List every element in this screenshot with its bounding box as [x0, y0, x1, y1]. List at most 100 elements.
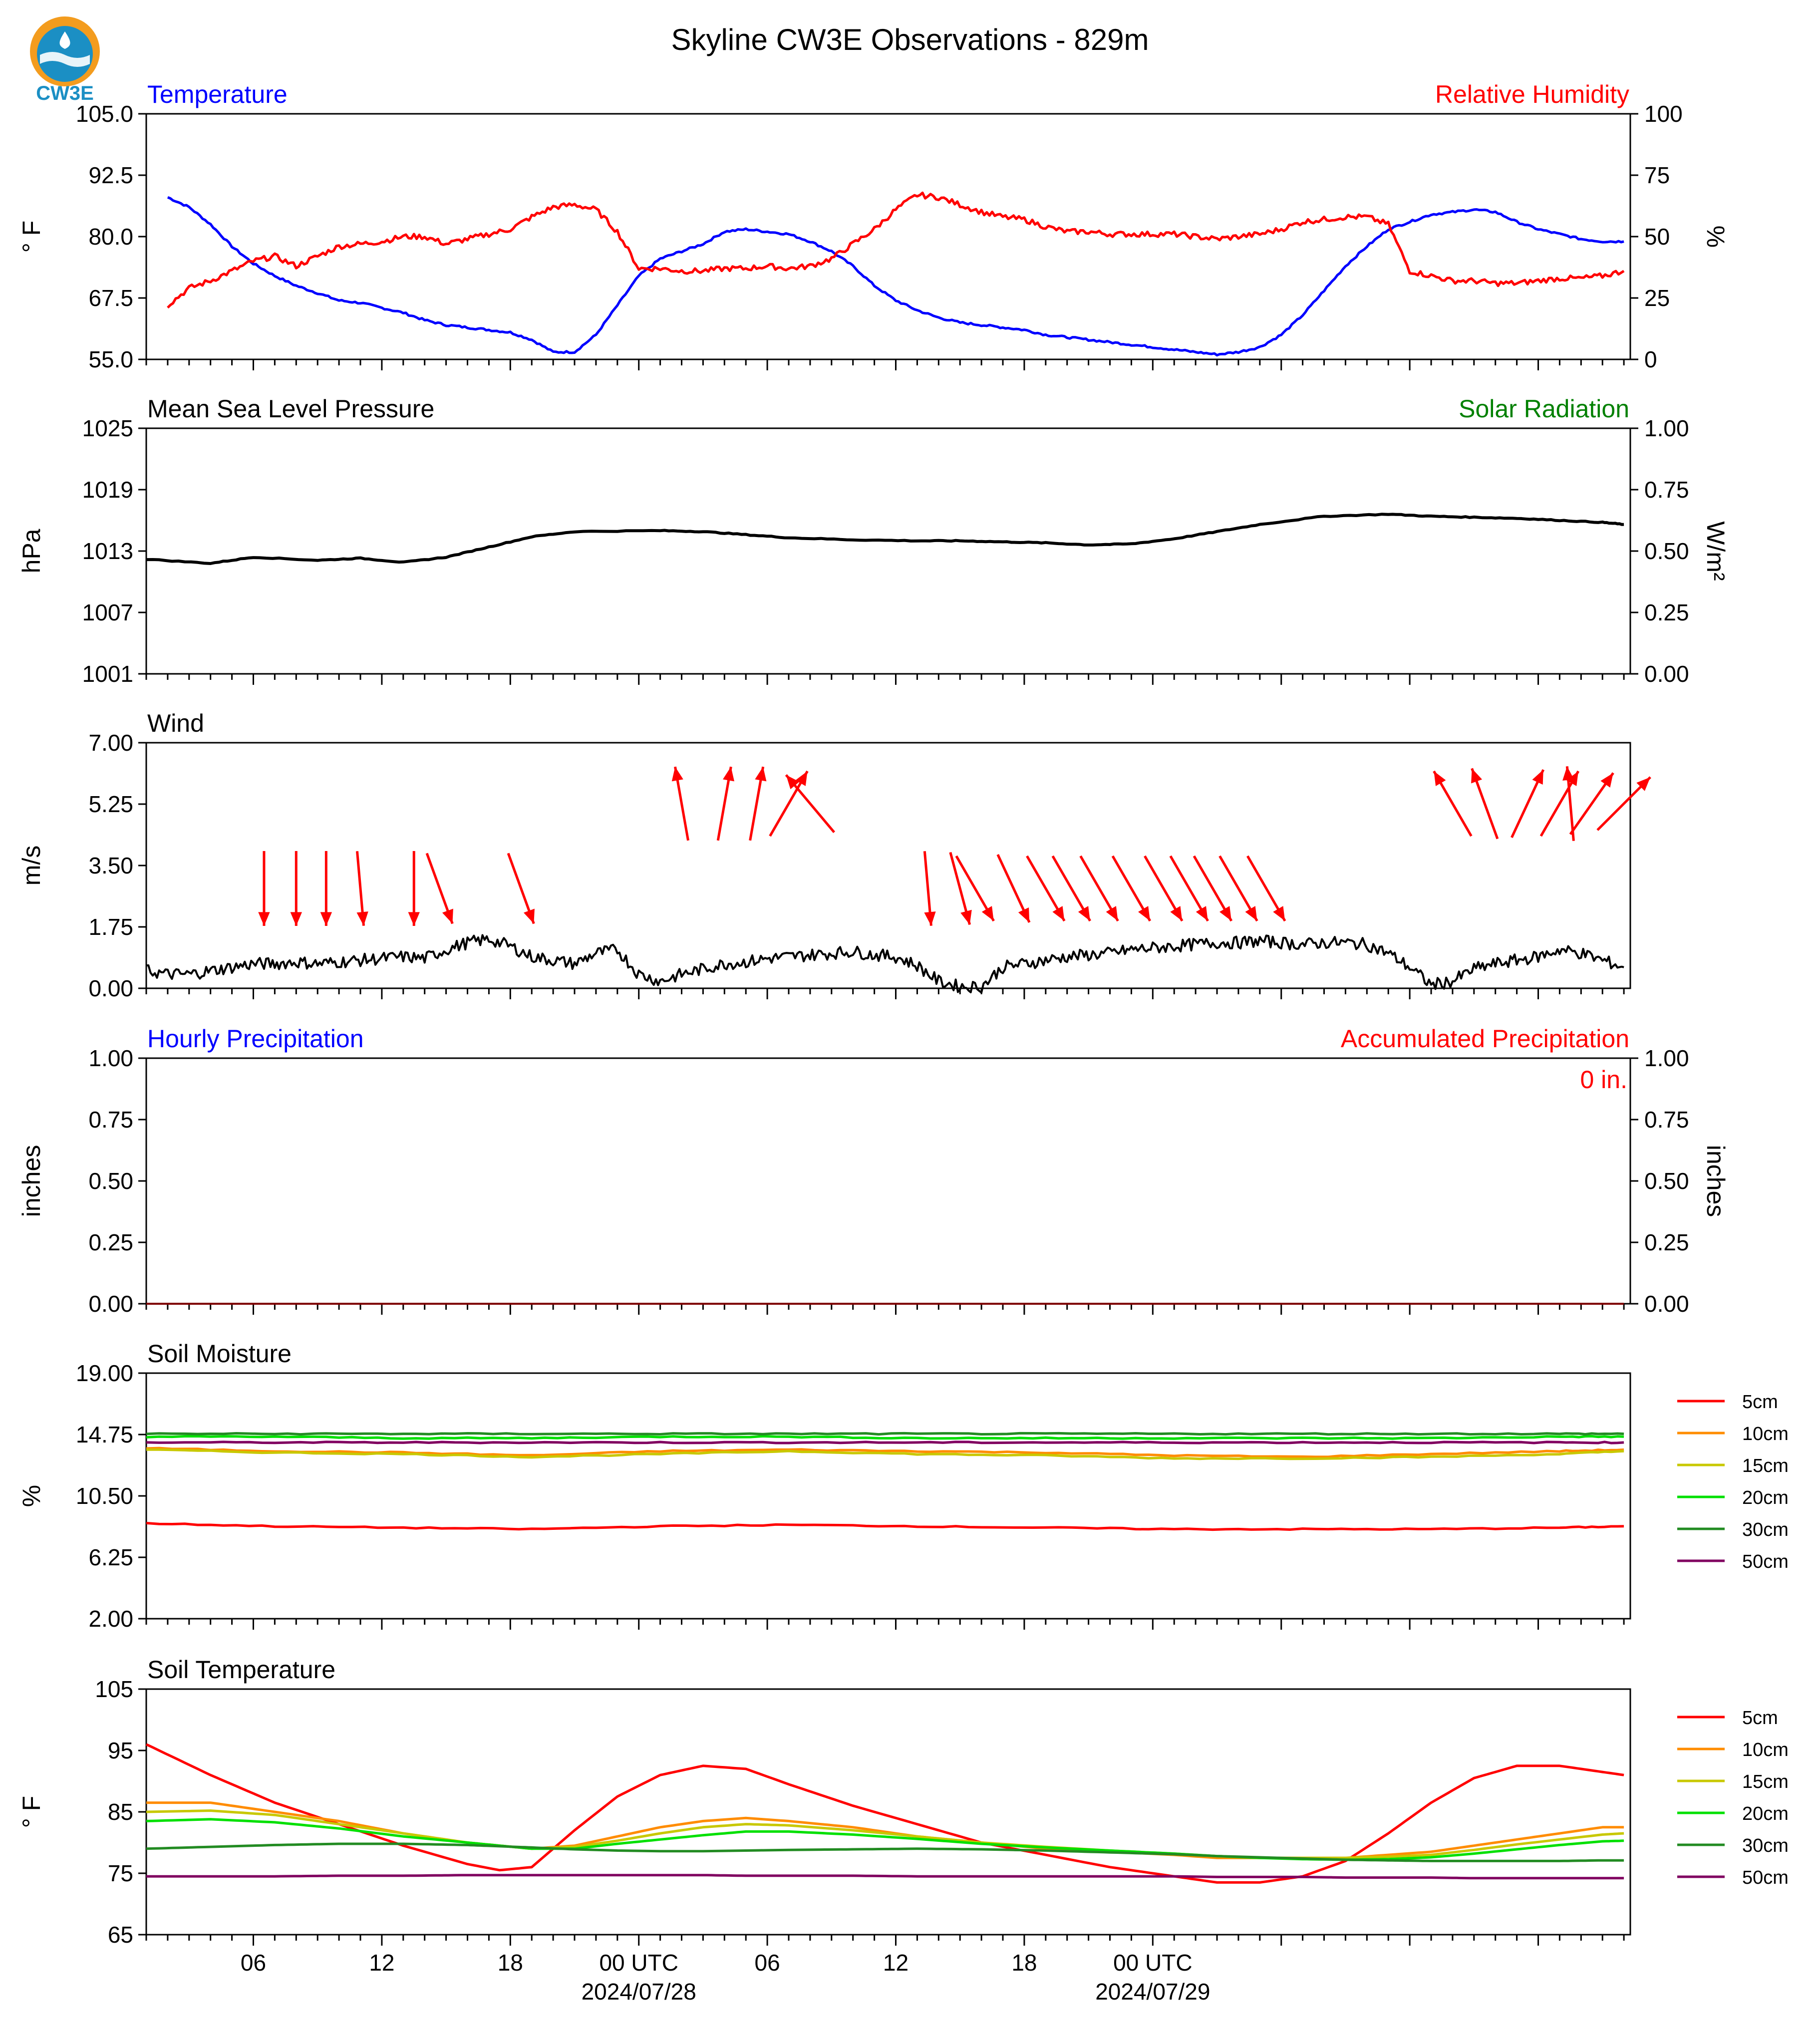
- y-tick-label: 2.00: [88, 1606, 133, 1632]
- y-tick-label: 1.75: [88, 914, 133, 940]
- legend-label: 30cm: [1742, 1835, 1789, 1856]
- wind-arrow-head: [1562, 766, 1574, 781]
- wind-arrow-head: [981, 906, 994, 921]
- soil-line-20cm: [146, 1818, 1624, 1861]
- y-tick-label: 1025: [82, 415, 133, 441]
- legend-label: 5cm: [1742, 1708, 1778, 1729]
- panel-frame: [145, 113, 1631, 360]
- wind-arrow-head: [320, 912, 332, 926]
- y-tick-label: 6.25: [88, 1544, 133, 1570]
- y-tick-label-right: 0.50: [1644, 1168, 1689, 1194]
- panel-frame: [145, 427, 1631, 675]
- wind-arrow-head: [1018, 907, 1030, 922]
- panel-title-right: Accumulated Precipitation: [1341, 1025, 1629, 1053]
- humidity-line: [167, 191, 1625, 309]
- wind-arrow-head: [795, 771, 808, 786]
- y-tick-label: 0.00: [88, 1291, 133, 1317]
- y-tick-label-right: 0.75: [1644, 1107, 1689, 1133]
- y-tick-label: 3.50: [88, 853, 133, 878]
- wind-arrow-head: [924, 911, 936, 926]
- x-tick-label: 12: [369, 1950, 394, 1976]
- y-tick-label: 80.0: [88, 224, 133, 250]
- cw3e-logo: CW3E: [30, 16, 100, 104]
- soil-line-5cm: [146, 1521, 1624, 1531]
- soil-line-15cm: [146, 1448, 1624, 1460]
- y-tick-label: 85: [108, 1799, 133, 1825]
- y-tick-label-right: 0.25: [1644, 599, 1689, 625]
- y-tick-label: 75: [108, 1860, 133, 1886]
- y-tick-label-right: 25: [1644, 285, 1670, 311]
- soil-line-10cm: [146, 1447, 1624, 1458]
- y-tick-label: 1013: [82, 538, 133, 564]
- soil-line-30cm: [146, 1432, 1624, 1436]
- x-date-label: 2024/07/28: [582, 1979, 696, 2005]
- legend-label: 50cm: [1742, 1867, 1789, 1888]
- y-tick-label-right: 50: [1644, 224, 1670, 250]
- y-tick-label: 14.75: [76, 1422, 133, 1448]
- legend-label: 15cm: [1742, 1771, 1789, 1792]
- legend-label: 15cm: [1742, 1455, 1789, 1476]
- y-tick-label: 105: [95, 1676, 133, 1702]
- y-tick-label: 19.00: [76, 1360, 133, 1386]
- wind-arrow-head: [1052, 906, 1065, 921]
- panel-frame: [145, 1057, 1631, 1305]
- y-tick-label-right: 0.50: [1644, 538, 1689, 564]
- y-tick-label: 1001: [82, 661, 133, 687]
- y-tick-label: 65: [108, 1922, 133, 1948]
- y-tick-label: 0.75: [88, 1107, 133, 1133]
- wind-speed-line: [146, 934, 1624, 994]
- wind-arrow-head: [1532, 770, 1543, 785]
- wind-arrow-head: [755, 767, 767, 782]
- panel-frame: [145, 1372, 1631, 1620]
- legend-label: 30cm: [1742, 1519, 1789, 1540]
- x-tick-label: 06: [241, 1950, 266, 1976]
- y-axis-label-right: %: [1702, 226, 1730, 248]
- panel-title: Soil Temperature: [147, 1656, 335, 1684]
- soil-line-50cm: [146, 1874, 1624, 1880]
- y-tick-label-right: 0.00: [1644, 1291, 1689, 1317]
- y-tick-label-right: 100: [1644, 101, 1683, 127]
- wind-arrow-head: [523, 908, 535, 924]
- y-tick-label: 92.5: [88, 162, 133, 188]
- wind-arrow-head: [1106, 906, 1118, 921]
- logo-text: CW3E: [36, 82, 94, 104]
- legend-label: 10cm: [1742, 1739, 1789, 1760]
- wind-arrow-head: [1600, 773, 1613, 788]
- panel-title: Mean Sea Level Pressure: [147, 395, 434, 423]
- legend-label: 20cm: [1742, 1487, 1789, 1508]
- legend-label: 20cm: [1742, 1803, 1789, 1824]
- y-tick-label: 1007: [82, 599, 133, 625]
- panel-title-right: Solar Radiation: [1459, 395, 1629, 423]
- wind-arrow-head: [356, 911, 368, 926]
- y-tick-label-right: 0.25: [1644, 1229, 1689, 1255]
- x-tick-label: 12: [883, 1950, 909, 1976]
- wind-arrow-head: [1471, 768, 1483, 784]
- wind-arrow-head: [960, 909, 972, 925]
- y-axis-label: hPa: [17, 529, 45, 573]
- y-tick-label: 1.00: [88, 1045, 133, 1071]
- panel-title: Hourly Precipitation: [147, 1025, 364, 1053]
- y-tick-label: 67.5: [88, 285, 133, 311]
- wind-arrow-head: [1196, 906, 1208, 921]
- y-axis-label: m/s: [17, 846, 45, 886]
- wind-arrow-head: [723, 767, 735, 782]
- accumulated-total: 0 in.: [1580, 1066, 1627, 1094]
- temperature-line: [167, 196, 1624, 357]
- y-tick-label: 5.25: [88, 791, 133, 817]
- soil-line-20cm: [146, 1435, 1624, 1440]
- wind-arrow-head: [671, 767, 683, 782]
- x-tick-label: 18: [498, 1950, 523, 1976]
- y-axis-label: %: [17, 1485, 45, 1507]
- wind-arrow-head: [1636, 777, 1651, 791]
- panel-frame: [145, 1688, 1631, 1936]
- y-axis-label: inches: [17, 1145, 45, 1217]
- wind-arrow-head: [408, 912, 420, 926]
- y-tick-label: 55.0: [88, 346, 133, 372]
- y-axis-label-right: W/m²: [1702, 521, 1730, 580]
- wind-arrow-head: [258, 912, 270, 926]
- soil-line-5cm: [145, 1743, 1624, 1884]
- y-tick-label: 0.00: [88, 975, 133, 1001]
- panel-title: Soil Moisture: [147, 1340, 292, 1368]
- wind-arrow-head: [1170, 906, 1183, 921]
